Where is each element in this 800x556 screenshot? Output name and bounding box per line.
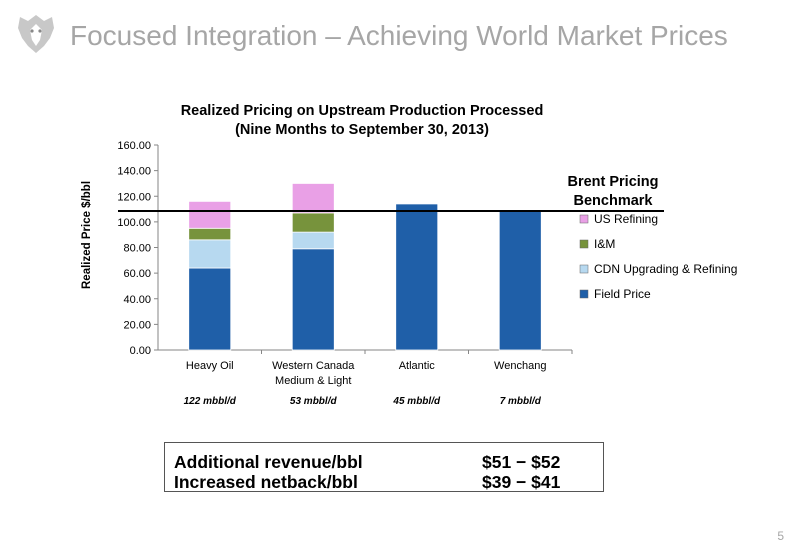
- y-tick-label: 120.00: [117, 191, 151, 203]
- page-number: 5: [777, 529, 784, 543]
- legend-label: CDN Upgrading & Refining: [594, 262, 737, 276]
- y-tick-label: 0.00: [130, 345, 151, 357]
- bar-segment-field-price: [498, 209, 542, 351]
- chart-title: Realized Pricing on Upstream Production …: [181, 103, 544, 119]
- summary-label: Additional revenue/bbl: [174, 452, 363, 472]
- bar-segment-us-refining: [291, 183, 335, 214]
- volume-label: 122 mbbl/d: [184, 396, 237, 407]
- volume-label: 7 mbbl/d: [500, 396, 542, 407]
- slide-title: Focused Integration – Achieving World Ma…: [70, 20, 728, 51]
- x-tick-label: Atlantic: [399, 360, 436, 372]
- legend-label: I&M: [594, 237, 615, 251]
- y-tick-label: 60.00: [123, 268, 151, 280]
- bar-segment-field-price: [291, 248, 335, 351]
- x-tick-label: Western Canada: [272, 360, 355, 372]
- y-tick-label: 160.00: [117, 140, 151, 152]
- company-logo-icon: [18, 15, 54, 53]
- summary-value: $39 − $41: [482, 472, 561, 492]
- legend-swatch: [579, 239, 589, 249]
- legend-swatch: [579, 289, 589, 299]
- bar-segment-us-refining: [188, 200, 232, 229]
- bar-segment-cdn-upgrading-refining: [291, 231, 335, 250]
- y-tick-label: 100.00: [117, 217, 151, 229]
- benchmark-label-line1: Brent Pricing: [567, 174, 658, 190]
- summary-value: $51 − $52: [482, 452, 561, 472]
- stacked-bar-chart: Realized Pricing on Upstream Production …: [81, 103, 737, 407]
- y-axis-label: Realized Price $/bbl: [81, 181, 93, 289]
- benchmark-label-line2: Benchmark: [574, 193, 654, 209]
- volume-label: 45 mbbl/d: [392, 396, 441, 407]
- legend-swatch: [579, 264, 589, 274]
- chart-subtitle: (Nine Months to September 30, 2013): [235, 122, 489, 138]
- bar-segment-i-m: [188, 227, 232, 241]
- y-tick-label: 140.00: [117, 166, 151, 178]
- bar-segment-field-price: [188, 267, 232, 351]
- y-tick-label: 40.00: [123, 294, 151, 306]
- bar-segment-field-price: [395, 203, 439, 351]
- legend-label: Field Price: [594, 287, 651, 301]
- legend-label: US Refining: [594, 212, 658, 226]
- bar-segment-cdn-upgrading-refining: [188, 239, 232, 269]
- y-tick-label: 80.00: [123, 243, 151, 255]
- summary-label: Increased netback/bbl: [174, 472, 358, 492]
- bar-segment-i-m: [291, 212, 335, 233]
- x-tick-label: Wenchang: [494, 360, 546, 372]
- x-tick-label: Heavy Oil: [186, 360, 234, 372]
- volume-label: 53 mbbl/d: [290, 396, 338, 407]
- legend-swatch: [579, 214, 589, 224]
- x-tick-label: Medium & Light: [275, 375, 351, 387]
- summary-box: Additional revenue/bbl $51 − $52 Increas…: [164, 442, 604, 492]
- y-tick-label: 20.00: [123, 319, 151, 331]
